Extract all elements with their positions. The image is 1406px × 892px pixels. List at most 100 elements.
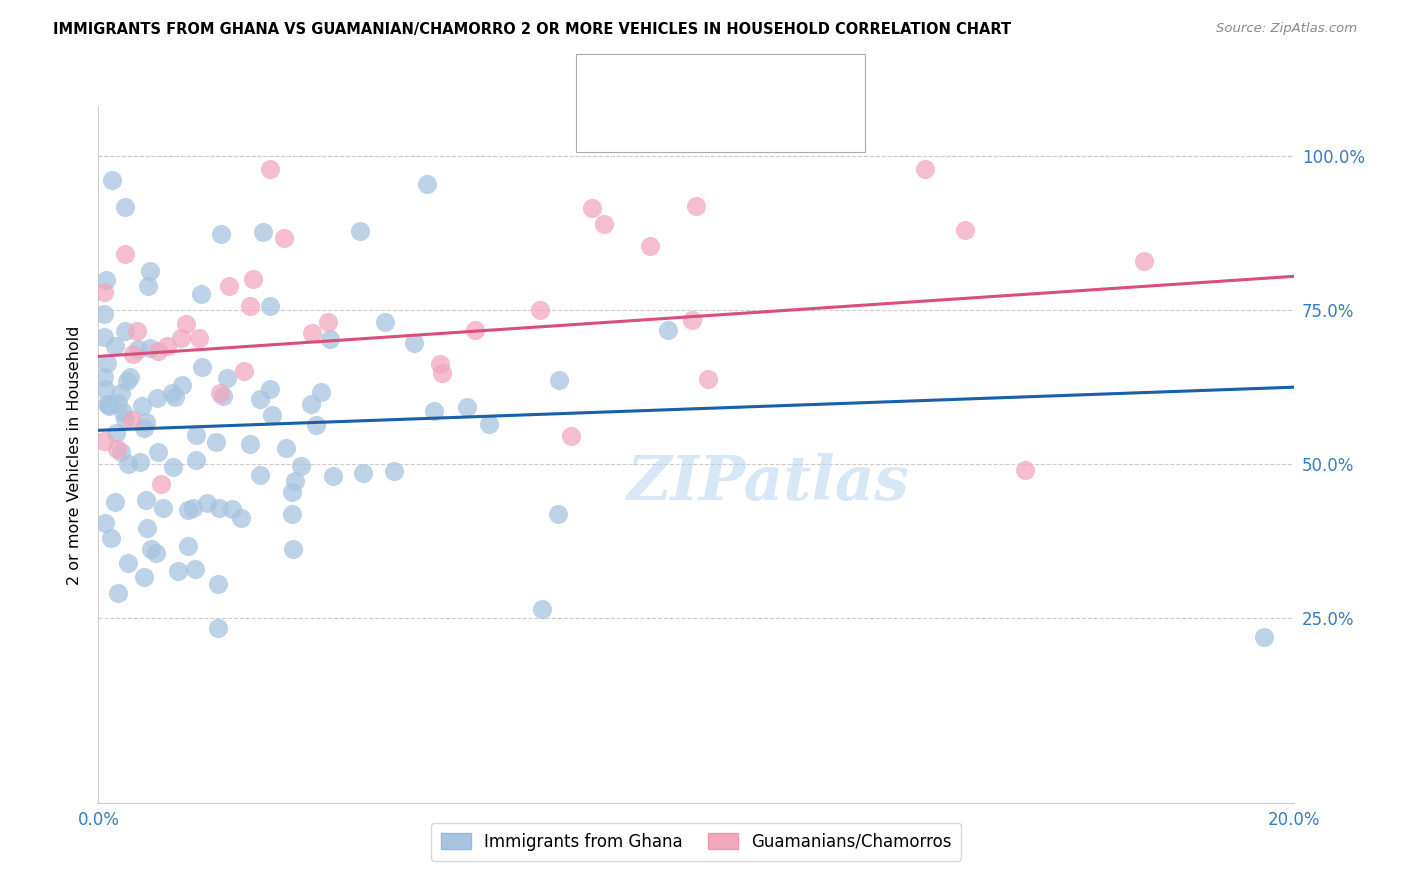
Point [429, 357, 451, 371]
Point [148, 445, 170, 459]
Point [174, 317, 197, 331]
Point [242, 272, 264, 286]
Point [96, 273, 118, 287]
Text: R =: R = [630, 108, 666, 126]
Text: N =: N = [735, 72, 772, 90]
Point [581, 201, 603, 215]
Point [456, 400, 478, 414]
Point [239, 299, 262, 313]
Point [430, 366, 453, 380]
Point [281, 485, 304, 500]
Point [218, 279, 240, 293]
Point [209, 227, 232, 242]
Point [422, 404, 444, 418]
Point [114, 200, 136, 214]
Point [530, 602, 553, 616]
Point [685, 198, 707, 212]
Point [1014, 463, 1036, 477]
Text: R =: R = [630, 72, 666, 90]
Point [657, 323, 679, 337]
Point [207, 576, 229, 591]
Point [114, 247, 136, 261]
Point [191, 359, 214, 374]
Point [114, 412, 136, 426]
Point [697, 372, 720, 386]
Point [156, 339, 179, 353]
Point [93, 370, 115, 384]
Point [122, 346, 145, 360]
Point [1133, 254, 1156, 268]
Point [560, 428, 582, 442]
Point [104, 339, 127, 353]
Point [352, 467, 374, 481]
Point [349, 224, 371, 238]
Point [384, 464, 406, 478]
Point [187, 330, 209, 344]
Point [184, 562, 207, 576]
Point [284, 474, 307, 488]
Point [132, 421, 155, 435]
Text: Source: ZipAtlas.com: Source: ZipAtlas.com [1216, 22, 1357, 36]
Point [100, 531, 122, 545]
Point [638, 239, 661, 253]
Point [953, 223, 976, 237]
Point [1253, 630, 1275, 644]
Point [93, 516, 115, 531]
Point [110, 445, 132, 459]
Point [117, 457, 139, 471]
Point [304, 418, 326, 433]
Point [183, 501, 205, 516]
Point [136, 520, 159, 534]
Point [301, 326, 323, 340]
Point [115, 374, 138, 388]
Point [93, 307, 115, 321]
Point [127, 324, 149, 338]
Point [129, 454, 152, 468]
Point [93, 382, 115, 396]
Point [416, 177, 439, 191]
Point [152, 500, 174, 515]
Point [316, 315, 339, 329]
Point [101, 172, 124, 186]
Point [97, 400, 120, 414]
Point [259, 299, 281, 313]
Point [135, 416, 157, 430]
Point [221, 501, 243, 516]
Point [260, 408, 283, 422]
Point [374, 315, 396, 329]
Point [104, 426, 127, 441]
Point [319, 332, 342, 346]
Point [252, 225, 274, 239]
Point [177, 503, 200, 517]
Text: 98: 98 [770, 72, 793, 90]
Point [682, 312, 704, 326]
Point [593, 217, 616, 231]
Point [547, 508, 569, 522]
Point [93, 434, 115, 449]
Point [290, 458, 312, 473]
Point [914, 161, 936, 176]
Point [163, 390, 186, 404]
Point [93, 330, 115, 344]
Point [97, 396, 120, 410]
Point [184, 427, 207, 442]
Point [136, 279, 159, 293]
Legend: Immigrants from Ghana, Guamanians/Chamorros: Immigrants from Ghana, Guamanians/Chamor… [430, 822, 962, 861]
Point [135, 492, 157, 507]
Point [281, 541, 304, 556]
Text: 0.049: 0.049 [669, 72, 721, 90]
Point [96, 356, 118, 370]
Point [111, 405, 134, 419]
Point [172, 378, 194, 392]
Point [259, 161, 281, 176]
Point [141, 542, 163, 557]
Point [239, 437, 262, 451]
Point [301, 397, 323, 411]
Point [110, 386, 132, 401]
Point [105, 442, 128, 456]
Point [162, 460, 184, 475]
Point [146, 392, 169, 406]
Y-axis label: 2 or more Vehicles in Household: 2 or more Vehicles in Household [67, 326, 83, 584]
Point [208, 501, 231, 516]
Point [402, 335, 425, 350]
